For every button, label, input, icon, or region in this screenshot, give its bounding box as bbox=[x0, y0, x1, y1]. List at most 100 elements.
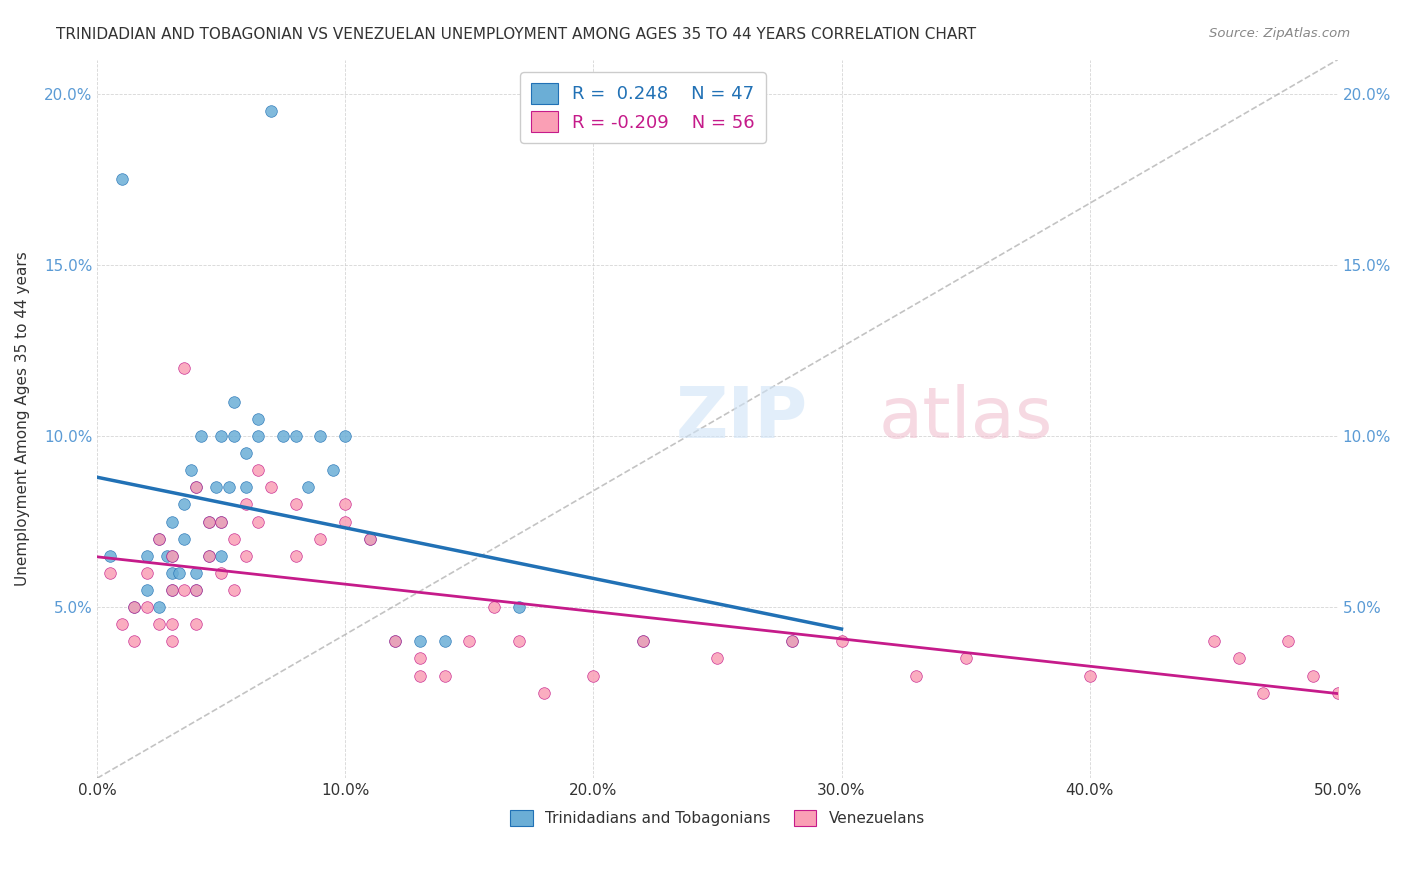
Point bbox=[831, 634, 853, 648]
Point bbox=[135, 566, 157, 580]
Point bbox=[247, 515, 270, 529]
Point bbox=[222, 582, 245, 597]
Point bbox=[135, 582, 157, 597]
Point bbox=[780, 634, 803, 648]
Point bbox=[1302, 668, 1324, 682]
Point bbox=[1277, 634, 1299, 648]
Point bbox=[186, 582, 208, 597]
Point bbox=[1078, 668, 1101, 682]
Point bbox=[359, 532, 381, 546]
Point bbox=[135, 600, 157, 615]
Text: atlas: atlas bbox=[879, 384, 1053, 453]
Point bbox=[1202, 634, 1225, 648]
Text: Source: ZipAtlas.com: Source: ZipAtlas.com bbox=[1209, 27, 1350, 40]
Point bbox=[98, 549, 121, 563]
Point bbox=[284, 429, 307, 443]
Point bbox=[190, 429, 212, 443]
Point bbox=[135, 549, 157, 563]
Text: ZIP: ZIP bbox=[676, 384, 808, 453]
Point bbox=[160, 515, 183, 529]
Point bbox=[904, 668, 927, 682]
Point bbox=[433, 668, 456, 682]
Point bbox=[222, 532, 245, 546]
Point bbox=[1227, 651, 1250, 665]
Point bbox=[409, 651, 432, 665]
Point bbox=[508, 634, 530, 648]
Point bbox=[98, 566, 121, 580]
Point bbox=[197, 549, 219, 563]
Point bbox=[458, 634, 481, 648]
Point bbox=[1253, 686, 1275, 700]
Point bbox=[173, 360, 195, 375]
Point bbox=[271, 429, 294, 443]
Point bbox=[482, 600, 505, 615]
Point bbox=[260, 103, 283, 118]
Point bbox=[173, 498, 195, 512]
Point bbox=[1326, 686, 1348, 700]
Point bbox=[218, 480, 240, 494]
Text: TRINIDADIAN AND TOBAGONIAN VS VENEZUELAN UNEMPLOYMENT AMONG AGES 35 TO 44 YEARS : TRINIDADIAN AND TOBAGONIAN VS VENEZUELAN… bbox=[56, 27, 976, 42]
Point bbox=[111, 172, 134, 186]
Point bbox=[780, 634, 803, 648]
Point bbox=[124, 600, 146, 615]
Point bbox=[235, 480, 257, 494]
Point bbox=[148, 532, 170, 546]
Point bbox=[160, 634, 183, 648]
Point bbox=[160, 617, 183, 632]
Point bbox=[186, 566, 208, 580]
Point bbox=[322, 463, 344, 477]
Point bbox=[955, 651, 977, 665]
Point bbox=[197, 515, 219, 529]
Point bbox=[222, 429, 245, 443]
Point bbox=[284, 498, 307, 512]
Point bbox=[631, 634, 654, 648]
Point bbox=[160, 549, 183, 563]
Point bbox=[167, 566, 190, 580]
Point bbox=[235, 446, 257, 460]
Point bbox=[173, 532, 195, 546]
Point bbox=[148, 617, 170, 632]
Point bbox=[433, 634, 456, 648]
Legend: Trinidadians and Tobagonians, Venezuelans: Trinidadians and Tobagonians, Venezuelan… bbox=[501, 801, 934, 835]
Point bbox=[124, 600, 146, 615]
Point bbox=[173, 582, 195, 597]
Point bbox=[186, 617, 208, 632]
Point bbox=[359, 532, 381, 546]
Point bbox=[235, 498, 257, 512]
Point bbox=[409, 668, 432, 682]
Point bbox=[335, 429, 357, 443]
Point bbox=[384, 634, 406, 648]
Point bbox=[160, 549, 183, 563]
Point bbox=[409, 634, 432, 648]
Point bbox=[186, 582, 208, 597]
Point bbox=[260, 480, 283, 494]
Point bbox=[309, 429, 332, 443]
Point bbox=[124, 634, 146, 648]
Point bbox=[235, 549, 257, 563]
Point bbox=[186, 480, 208, 494]
Point bbox=[148, 600, 170, 615]
Point bbox=[335, 498, 357, 512]
Point bbox=[180, 463, 202, 477]
Point bbox=[197, 515, 219, 529]
Point bbox=[247, 412, 270, 426]
Point bbox=[384, 634, 406, 648]
Point bbox=[111, 617, 134, 632]
Point bbox=[160, 582, 183, 597]
Point bbox=[582, 668, 605, 682]
Point bbox=[533, 686, 555, 700]
Y-axis label: Unemployment Among Ages 35 to 44 years: Unemployment Among Ages 35 to 44 years bbox=[15, 252, 30, 586]
Point bbox=[209, 566, 232, 580]
Point bbox=[160, 566, 183, 580]
Point bbox=[209, 549, 232, 563]
Point bbox=[205, 480, 228, 494]
Point bbox=[160, 582, 183, 597]
Point bbox=[508, 600, 530, 615]
Point bbox=[222, 394, 245, 409]
Point bbox=[284, 549, 307, 563]
Point bbox=[155, 549, 177, 563]
Point bbox=[209, 515, 232, 529]
Point bbox=[335, 515, 357, 529]
Point bbox=[209, 429, 232, 443]
Point bbox=[631, 634, 654, 648]
